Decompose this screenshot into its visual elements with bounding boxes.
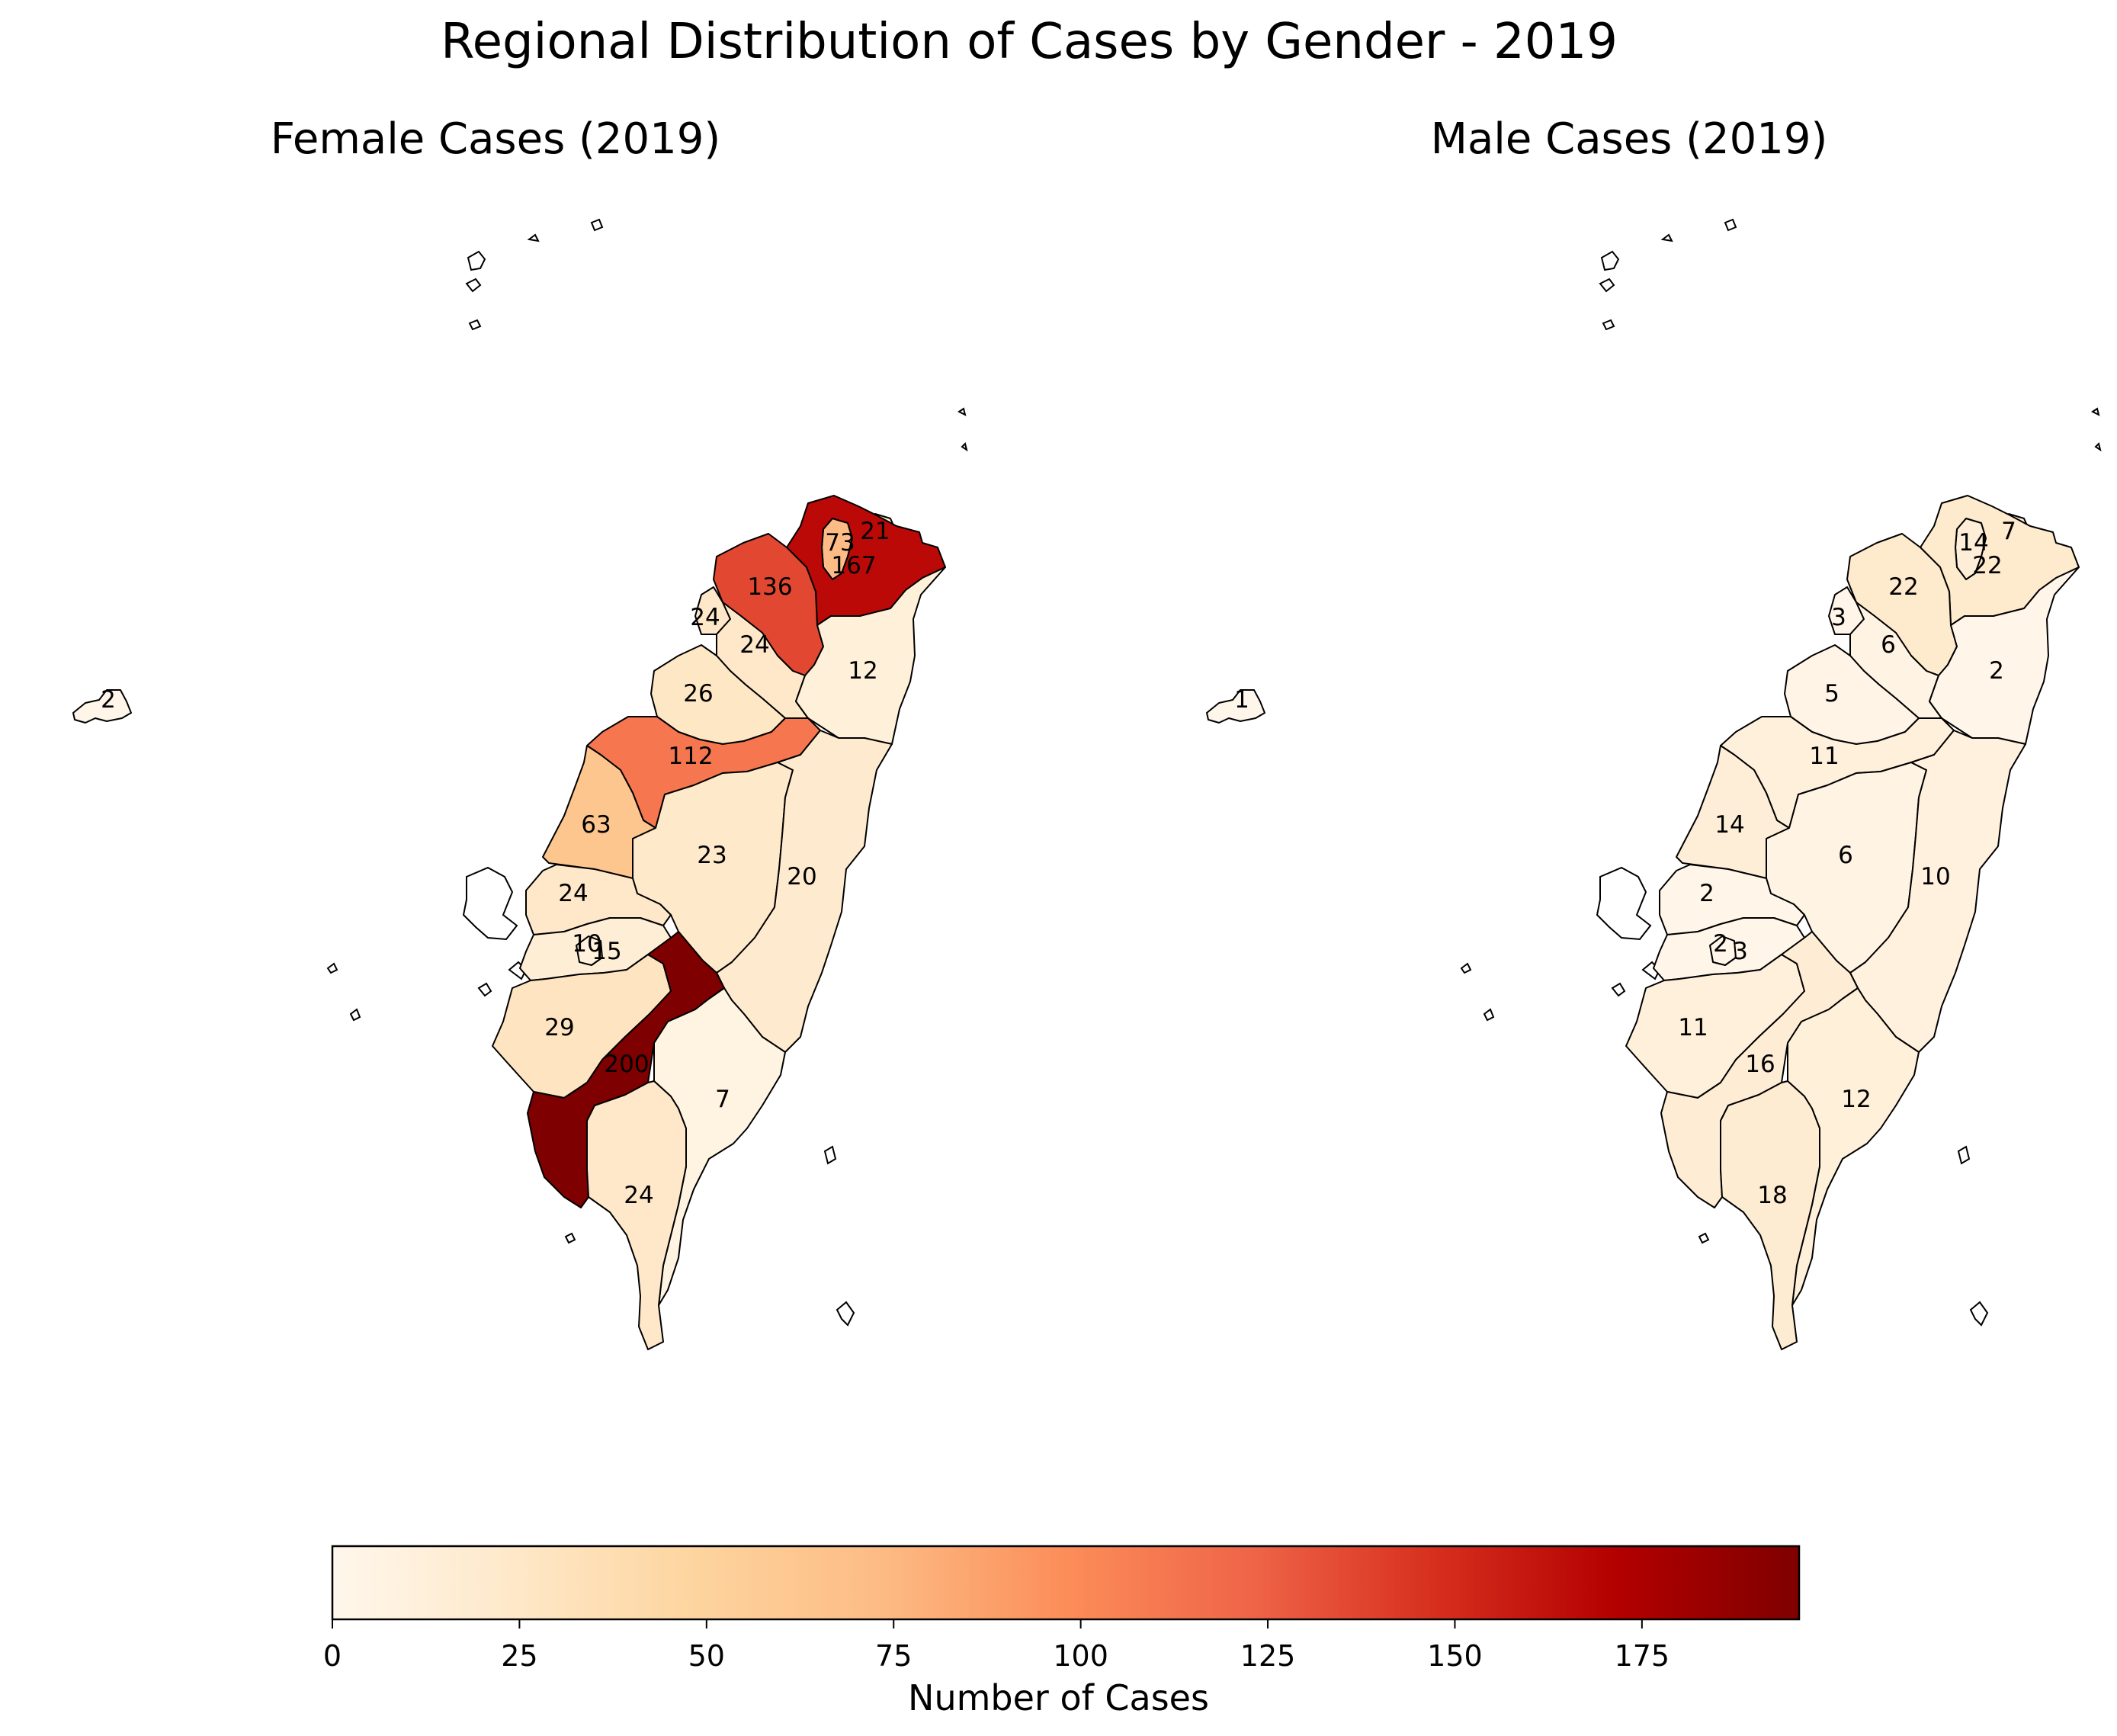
female-value-label: 73 bbox=[825, 529, 855, 557]
male-islet-9 bbox=[1724, 218, 1737, 232]
colorbar-tick-label: 100 bbox=[1053, 1639, 1108, 1673]
female-islet-5 bbox=[836, 1301, 855, 1327]
colorbar-label: Number of Cases bbox=[908, 1677, 1209, 1718]
female-islet-12 bbox=[957, 407, 967, 416]
female-panel-title: Female Cases (2019) bbox=[270, 114, 721, 164]
male-value-label: 14 bbox=[1958, 529, 1988, 557]
colorbar-tick-label: 150 bbox=[1427, 1639, 1483, 1673]
male-region-pingtung bbox=[1720, 1080, 1820, 1350]
male-value-label: 14 bbox=[1714, 811, 1744, 839]
male-value-label: 11 bbox=[1809, 743, 1839, 770]
female-value-label: 24 bbox=[558, 880, 588, 907]
female-value-label: 2 bbox=[101, 686, 116, 714]
male-value-label: 6 bbox=[1881, 631, 1896, 659]
colorbar-tick-label: 75 bbox=[875, 1639, 913, 1673]
colorbar-tick-label: 0 bbox=[322, 1639, 342, 1673]
male-value-label: 22 bbox=[1888, 573, 1918, 601]
male-value-label: 3 bbox=[1831, 604, 1846, 631]
female-value-label: 167 bbox=[831, 552, 876, 579]
female-region-pingtung bbox=[586, 1080, 687, 1350]
male-islet-11 bbox=[1602, 319, 1615, 331]
colorbar-tick-label: 50 bbox=[688, 1639, 725, 1673]
female-islet-14 bbox=[326, 962, 338, 974]
female-value-label: 29 bbox=[544, 1014, 574, 1041]
female-value-label: 63 bbox=[581, 811, 611, 839]
female-region-hualien bbox=[716, 730, 893, 1053]
female-islet-11 bbox=[468, 319, 482, 331]
female-region-taitung bbox=[653, 987, 786, 1306]
female-value-label: 23 bbox=[697, 842, 727, 869]
female-islet-9 bbox=[590, 218, 604, 232]
male-value-label: 2 bbox=[1713, 930, 1728, 958]
colorbar-gradient bbox=[331, 1545, 1801, 1621]
female-value-label: 24 bbox=[624, 1182, 653, 1209]
male-value-label: 12 bbox=[1841, 1086, 1871, 1113]
female-value-label: 112 bbox=[668, 743, 713, 770]
female-value-label: 200 bbox=[604, 1051, 649, 1078]
male-value-label: 11 bbox=[1678, 1014, 1708, 1041]
male-islet-15 bbox=[1483, 1008, 1495, 1022]
female-islet-0 bbox=[462, 866, 518, 941]
male-value-label: 7 bbox=[2001, 518, 2016, 545]
male-value-label: 3 bbox=[1733, 938, 1748, 965]
male-value-label: 2 bbox=[1699, 880, 1714, 907]
male-islet-0 bbox=[1596, 866, 1652, 941]
female-islet-3 bbox=[477, 982, 492, 997]
male-islet-6 bbox=[1698, 1232, 1710, 1244]
female-islet-7 bbox=[467, 250, 486, 271]
female-value-label: 26 bbox=[683, 680, 713, 708]
female-value-label: 7 bbox=[715, 1086, 730, 1113]
colorbar-tick-label: 125 bbox=[1240, 1639, 1296, 1673]
female-islet-13 bbox=[961, 442, 968, 452]
male-islet-13 bbox=[2094, 442, 2102, 452]
male-region-kinmen bbox=[1206, 689, 1265, 724]
female-value-label: 10 bbox=[572, 930, 601, 958]
female-region-kinmen bbox=[72, 689, 132, 724]
female-islet-10 bbox=[527, 233, 540, 242]
female-value-label: 24 bbox=[739, 631, 769, 659]
male-islet-14 bbox=[1460, 962, 1472, 974]
female-islet-6 bbox=[564, 1232, 576, 1244]
female-islet-4 bbox=[823, 1145, 837, 1165]
male-islet-7 bbox=[1600, 250, 1620, 271]
female-value-label: 136 bbox=[747, 573, 792, 601]
male-islet-3 bbox=[1611, 982, 1626, 997]
male-region-hualien bbox=[1849, 730, 2026, 1053]
female-value-label: 21 bbox=[860, 518, 890, 545]
male-value-label: 1 bbox=[1234, 686, 1249, 714]
male-value-label: 6 bbox=[1838, 842, 1853, 869]
male-islet-4 bbox=[1957, 1145, 1971, 1165]
male-islet-5 bbox=[1969, 1301, 1989, 1327]
male-value-label: 10 bbox=[1920, 863, 1950, 890]
female-islet-8 bbox=[465, 278, 482, 293]
female-value-label: 12 bbox=[848, 657, 877, 685]
female-islet-15 bbox=[349, 1008, 361, 1022]
colorbar-ticks bbox=[332, 1619, 1643, 1629]
female-value-label: 15 bbox=[592, 938, 621, 965]
male-value-label: 16 bbox=[1745, 1051, 1775, 1078]
colorbar-tick-label: 175 bbox=[1614, 1639, 1670, 1673]
male-panel-title: Male Cases (2019) bbox=[1430, 114, 1828, 164]
male-value-label: 2 bbox=[1989, 657, 2004, 685]
colorbar-tick-label: 25 bbox=[501, 1639, 538, 1673]
male-value-label: 18 bbox=[1757, 1182, 1787, 1209]
figure-title: Regional Distribution of Cases by Gender… bbox=[441, 14, 1618, 70]
male-region-taitung bbox=[1787, 987, 1920, 1306]
male-value-label: 5 bbox=[1824, 680, 1840, 708]
male-value-label: 22 bbox=[1972, 552, 2002, 579]
male-islet-12 bbox=[2091, 407, 2100, 416]
female-value-label: 24 bbox=[690, 604, 720, 631]
male-islet-8 bbox=[1599, 278, 1615, 293]
female-value-label: 20 bbox=[787, 863, 816, 890]
male-islet-10 bbox=[1660, 233, 1673, 242]
